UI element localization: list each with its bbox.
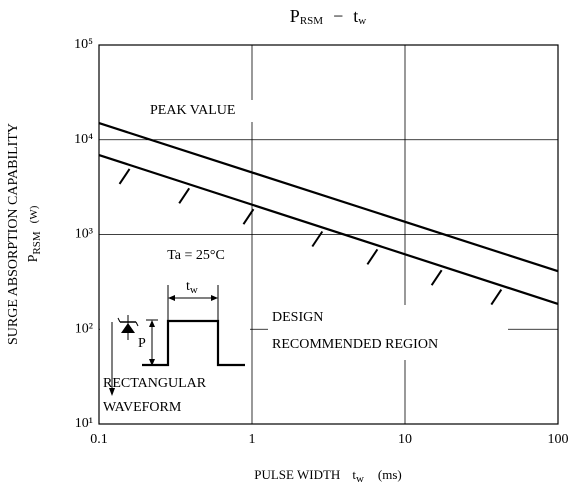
title-var: t [353, 6, 358, 26]
title-sub: RSM [300, 15, 323, 27]
series-line [98, 122, 559, 273]
x-label-main: PULSE WIDTH [254, 467, 340, 482]
hatch [366, 248, 379, 265]
annotation: tw [186, 279, 198, 295]
title-main: P [290, 6, 300, 26]
series-label: PEAK VALUE [150, 103, 235, 118]
arrowhead [109, 388, 115, 396]
annotation-sub: w [190, 284, 198, 296]
inset-background [100, 245, 250, 423]
hatch [242, 208, 255, 225]
x-label-var-sub: w [356, 473, 364, 485]
y-label-main: P [26, 254, 41, 262]
annotation: DESIGN [272, 310, 323, 325]
annotation-var: t [186, 279, 190, 294]
y-label: SURGE ABSORPTION CAPABILITY PRSM (W) [6, 123, 42, 345]
y-tick-label: 10³ [75, 227, 93, 242]
y-tick-label: 10² [75, 321, 93, 336]
y-label-line1: SURGE ABSORPTION CAPABILITY [6, 123, 21, 345]
design-background [268, 305, 508, 360]
x-tick-label: 0.1 [90, 432, 108, 447]
annotation: RECOMMENDED REGION [272, 337, 438, 352]
y-tick-label: 10⁴ [74, 132, 93, 147]
plot-frame [98, 44, 559, 425]
series-line [98, 153, 559, 305]
peak-background [145, 100, 275, 122]
y-label-line2: PRSM (W) [26, 205, 42, 262]
title-var-sub: w [358, 15, 366, 27]
annotation: P [138, 336, 146, 351]
y-label-unit: (W) [28, 205, 40, 223]
x-label-unit: (ms) [378, 467, 402, 482]
x-label-var: t [352, 467, 356, 482]
hatch [430, 269, 443, 286]
annotation: Ta = 25°C [167, 248, 225, 263]
x-tick-label: 100 [548, 432, 569, 447]
diode-zener [117, 317, 139, 327]
title-sep: − [333, 6, 343, 26]
annotation: WAVEFORM [103, 400, 182, 415]
chart-title: PRSM − tw [290, 6, 366, 26]
hatch [490, 289, 503, 306]
x-tick-label: 10 [398, 432, 412, 447]
y-tick-label: 10¹ [75, 416, 93, 431]
y-label-sub: RSM [31, 231, 43, 254]
annotation: RECTANGULAR [103, 376, 207, 391]
hatch [311, 230, 324, 248]
x-tick-label: 1 [249, 432, 256, 447]
waveform [142, 319, 245, 367]
hatch [178, 187, 191, 204]
hatch [118, 168, 131, 185]
y-tick-label: 10⁵ [74, 37, 93, 52]
x-label: PULSE WIDTH tw (ms) [254, 467, 401, 485]
